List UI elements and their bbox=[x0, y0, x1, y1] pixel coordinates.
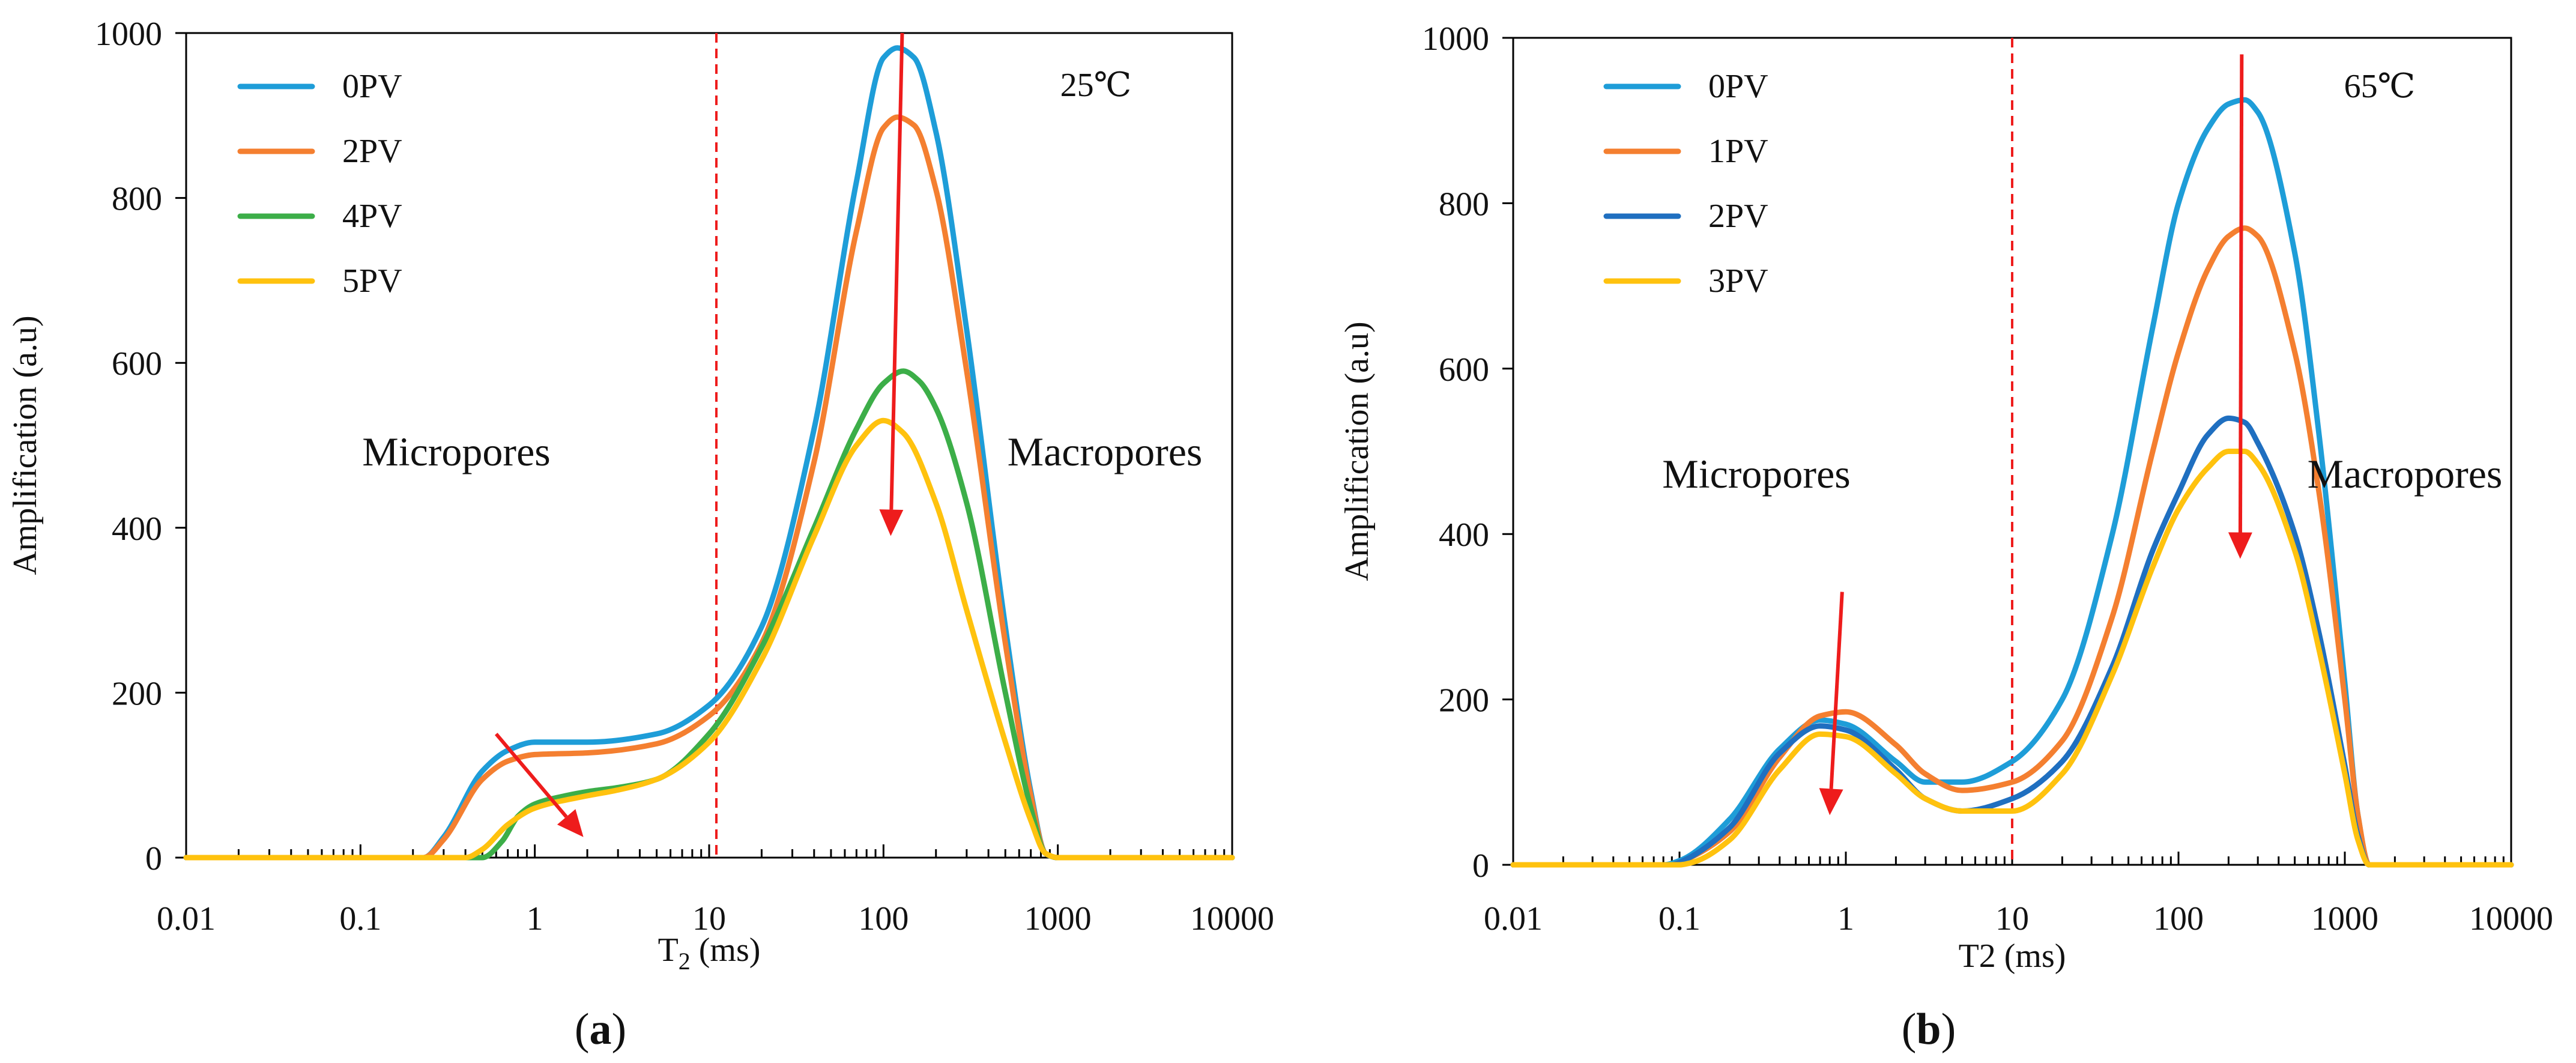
panel-a: 0.01 0.1 1 10 100 1000 10000 0 200 400 600 800 1000 A… bbox=[7, 16, 1274, 975]
panel-a-legend-label-5PV: 5PV bbox=[342, 262, 402, 300]
panel-a-x-tick-label: 1000 bbox=[1024, 900, 1092, 937]
panel-a-x-axis-title-subscript: 2 bbox=[679, 948, 691, 975]
panel-a-temperature-label: 25℃ bbox=[1060, 67, 1132, 104]
panel-b-legend-label-2PV: 2PV bbox=[1708, 198, 1768, 235]
panel-a-arrow-0-shaft bbox=[494, 733, 568, 819]
panel-a-x-tick-label: 100 bbox=[858, 900, 909, 937]
panel-b-label: (b) bbox=[1902, 1005, 1956, 1054]
panel-a-arrow-0-head bbox=[557, 809, 584, 837]
panel-b-y-tick-label: 800 bbox=[1439, 186, 1489, 223]
panel-b-x-axis-title-main: T2 bbox=[1959, 937, 1996, 975]
panel-b-y-tick-label: 0 bbox=[1472, 847, 1489, 885]
panel-b-series-2PV-line bbox=[1510, 415, 2514, 868]
panel-b-x-tick-label: 0.1 bbox=[1658, 900, 1701, 937]
panel-a-x-axis-title: T2 (ms) bbox=[658, 931, 761, 975]
panel-a-x-axis-title-unit: (ms) bbox=[691, 931, 761, 969]
panel-a-arrow-1-head bbox=[879, 509, 904, 536]
panel-b-x-axis-title-unit: (ms) bbox=[1996, 937, 2066, 975]
panel-a-micropores-label: Micropores bbox=[362, 429, 550, 474]
panel-a-y-tick-label: 0 bbox=[145, 840, 162, 877]
panel-a-series-2PV-line bbox=[183, 114, 1235, 861]
panel-b-x-tick-label: 1000 bbox=[2311, 900, 2378, 937]
panel-a-y-tick-label: 800 bbox=[112, 181, 162, 218]
panel-a-x-tick-label: 1 bbox=[527, 900, 543, 937]
panel-b-series-1PV-line bbox=[1510, 225, 2514, 868]
panel-a-label: (a) bbox=[575, 1005, 626, 1054]
panel-b-x-tick-label: 10 bbox=[1995, 900, 2029, 937]
panel-a-y-tick-label: 400 bbox=[112, 510, 162, 548]
panel-b-arrow-1-shaft bbox=[2238, 54, 2244, 533]
panel-b-arrow-0-shaft bbox=[1829, 592, 1844, 789]
panel-a-legend-label-0PV: 0PV bbox=[342, 68, 402, 105]
panel-a-x-tick-label: 0.01 bbox=[157, 900, 216, 937]
panel-b-x-tick-label: 0.01 bbox=[1484, 900, 1543, 937]
panel-b-micropores-label: Micropores bbox=[1662, 451, 1850, 497]
panel-a-y-tick-label: 200 bbox=[112, 675, 162, 712]
panel-a-legend-label-4PV: 4PV bbox=[342, 198, 402, 235]
panel-b-series-0PV-line bbox=[1510, 97, 2514, 868]
panel-a-x-tick-label: 10 bbox=[692, 900, 726, 937]
panel-b-series-3PV-line bbox=[1510, 449, 2514, 868]
panel-b-y-tick-label: 1000 bbox=[1422, 20, 1489, 58]
panel-b-x-tick-label: 10000 bbox=[2469, 900, 2553, 937]
panel-b-y-tick-label: 400 bbox=[1439, 516, 1489, 554]
panel-a-y-tick-label: 1000 bbox=[95, 16, 162, 53]
panel-b-arrow-0-head bbox=[1819, 788, 1843, 816]
panel-b: 0.01 0.1 1 10 100 1000 10000 0 200 400 600 800 1000 A… bbox=[1338, 20, 2553, 975]
panel-a-x-axis-title-main: T bbox=[658, 931, 679, 969]
panel-a-y-tick-label: 600 bbox=[112, 345, 162, 383]
panel-b-arrow-1-head bbox=[2228, 532, 2252, 559]
panel-a-arrow-1-shaft bbox=[889, 32, 904, 510]
panel-a-x-tick-label: 10000 bbox=[1190, 900, 1274, 937]
panel-b-y-axis-title: Amplification (a.u) bbox=[1338, 321, 1376, 581]
panel-a-x-tick-label: 0.1 bbox=[339, 900, 381, 937]
panel-b-x-tick-label: 100 bbox=[2153, 900, 2204, 937]
panel-a-y-axis-title: Amplification (a.u) bbox=[7, 315, 44, 575]
panel-a-legend-label-2PV: 2PV bbox=[342, 133, 402, 170]
panel-b-temperature-label: 65℃ bbox=[2344, 68, 2416, 105]
panel-b-legend-label-0PV: 0PV bbox=[1708, 68, 1768, 105]
panel-b-macropores-label: Macropores bbox=[2308, 451, 2503, 497]
panel-a-series-5PV-line bbox=[183, 417, 1235, 861]
panel-b-legend-label-1PV: 1PV bbox=[1708, 133, 1768, 170]
panel-b-x-axis-title: T2 (ms) bbox=[1959, 937, 2066, 975]
panel-b-x-tick-label: 1 bbox=[1837, 900, 1854, 937]
panel-b-y-tick-label: 600 bbox=[1439, 351, 1489, 389]
panel-b-y-tick-label: 200 bbox=[1439, 682, 1489, 719]
panel-b-legend-label-3PV: 3PV bbox=[1708, 262, 1768, 300]
panel-a-macropores-label: Macropores bbox=[1008, 429, 1203, 474]
